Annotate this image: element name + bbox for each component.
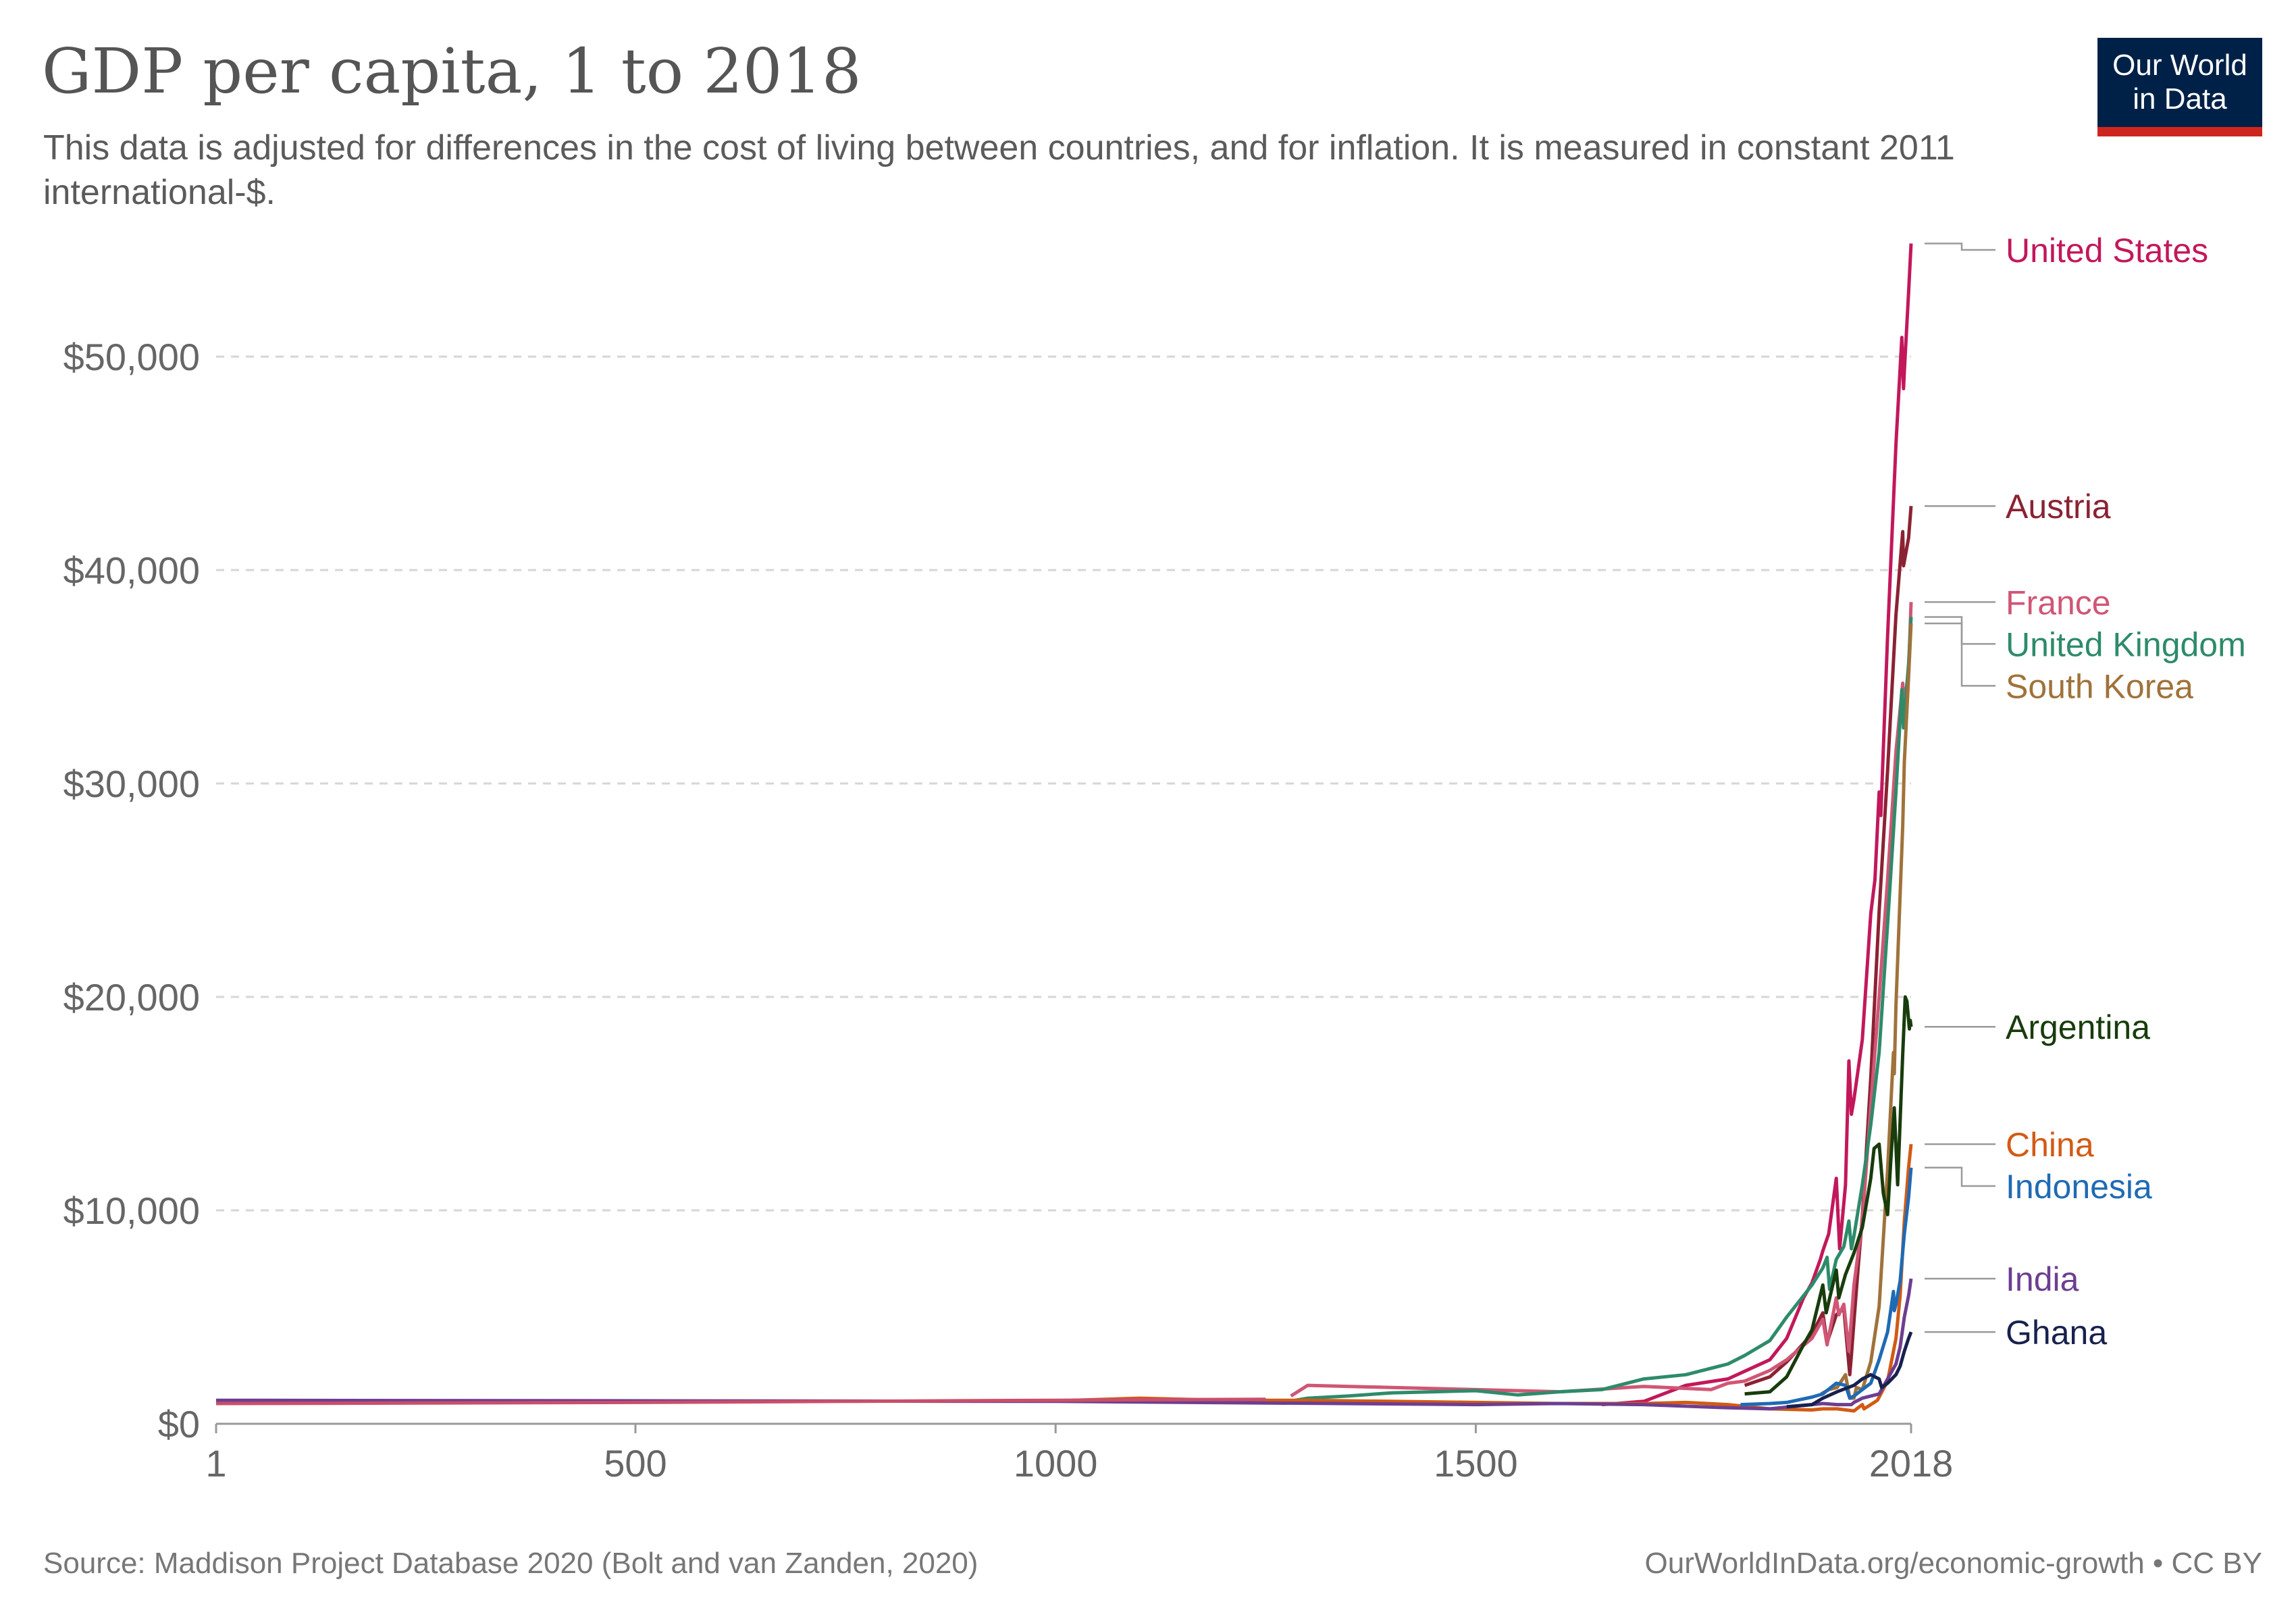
series-line xyxy=(1072,1143,1913,1413)
logo-line-1: Our World xyxy=(2112,49,2247,82)
series-line xyxy=(215,1278,1913,1411)
chart-subtitle: This data is adjusted for differences in… xyxy=(43,128,1955,212)
series-label: China xyxy=(2006,1126,2094,1164)
x-tick-label: 500 xyxy=(604,1442,667,1485)
series-lines xyxy=(215,243,1913,1413)
label-leader xyxy=(1925,242,1995,251)
series-line xyxy=(1601,243,1913,1407)
series-line xyxy=(1786,1331,1913,1409)
series-label: South Korea xyxy=(2006,667,2193,705)
y-tick-label: $0 xyxy=(158,1403,200,1445)
series-label: France xyxy=(2006,584,2111,621)
label-leader xyxy=(1925,1166,1995,1187)
series-label: India xyxy=(2006,1260,2079,1298)
owid-logo[interactable]: Our World in Data xyxy=(2097,38,2262,136)
license-link[interactable]: OurWorldInData.org/economic-growth • CC … xyxy=(1644,1547,2262,1580)
series-label: Austria xyxy=(2006,488,2111,525)
y-tick-label: $20,000 xyxy=(63,976,200,1019)
x-tick-label: 1 xyxy=(205,1442,226,1485)
series-labels: United States Austria France United Kingdom… xyxy=(1925,232,2246,1352)
x-tick-label: 1500 xyxy=(1434,1442,1518,1485)
series-line xyxy=(1740,1167,1913,1407)
y-tick-label: $10,000 xyxy=(63,1189,200,1232)
x-tick-label: 1000 xyxy=(1014,1442,1098,1485)
y-tick-label: $40,000 xyxy=(63,549,200,592)
source-note: Source: Maddison Project Database 2020 (… xyxy=(43,1547,979,1580)
y-axis: $0 $10,000 $20,000 $30,000 $40,000 $50,000 xyxy=(63,336,200,1445)
y-tick-label: $50,000 xyxy=(63,336,200,378)
y-tick-label: $30,000 xyxy=(63,763,200,805)
chart-title: GDP per capita, 1 to 2018 xyxy=(42,35,862,107)
series-line xyxy=(1820,623,1913,1400)
series-line xyxy=(215,1397,1266,1406)
series-label: Argentina xyxy=(2006,1008,2150,1046)
series-label: Indonesia xyxy=(2006,1168,2152,1206)
logo-line-2: in Data xyxy=(2133,82,2227,115)
gridlines xyxy=(216,355,1911,1212)
series-label: United Kingdom xyxy=(2006,625,2246,663)
x-axis: 1 500 1000 1500 2018 xyxy=(205,1422,1954,1485)
series-label: United States xyxy=(2006,232,2208,269)
label-leader xyxy=(1925,616,1995,645)
series-line xyxy=(1744,995,1913,1396)
series-label: Ghana xyxy=(2006,1314,2107,1352)
series-line xyxy=(1744,506,1913,1387)
x-tick-label: 2018 xyxy=(1869,1442,1954,1485)
series-line xyxy=(1267,617,1913,1404)
label-leader xyxy=(1925,622,1995,687)
